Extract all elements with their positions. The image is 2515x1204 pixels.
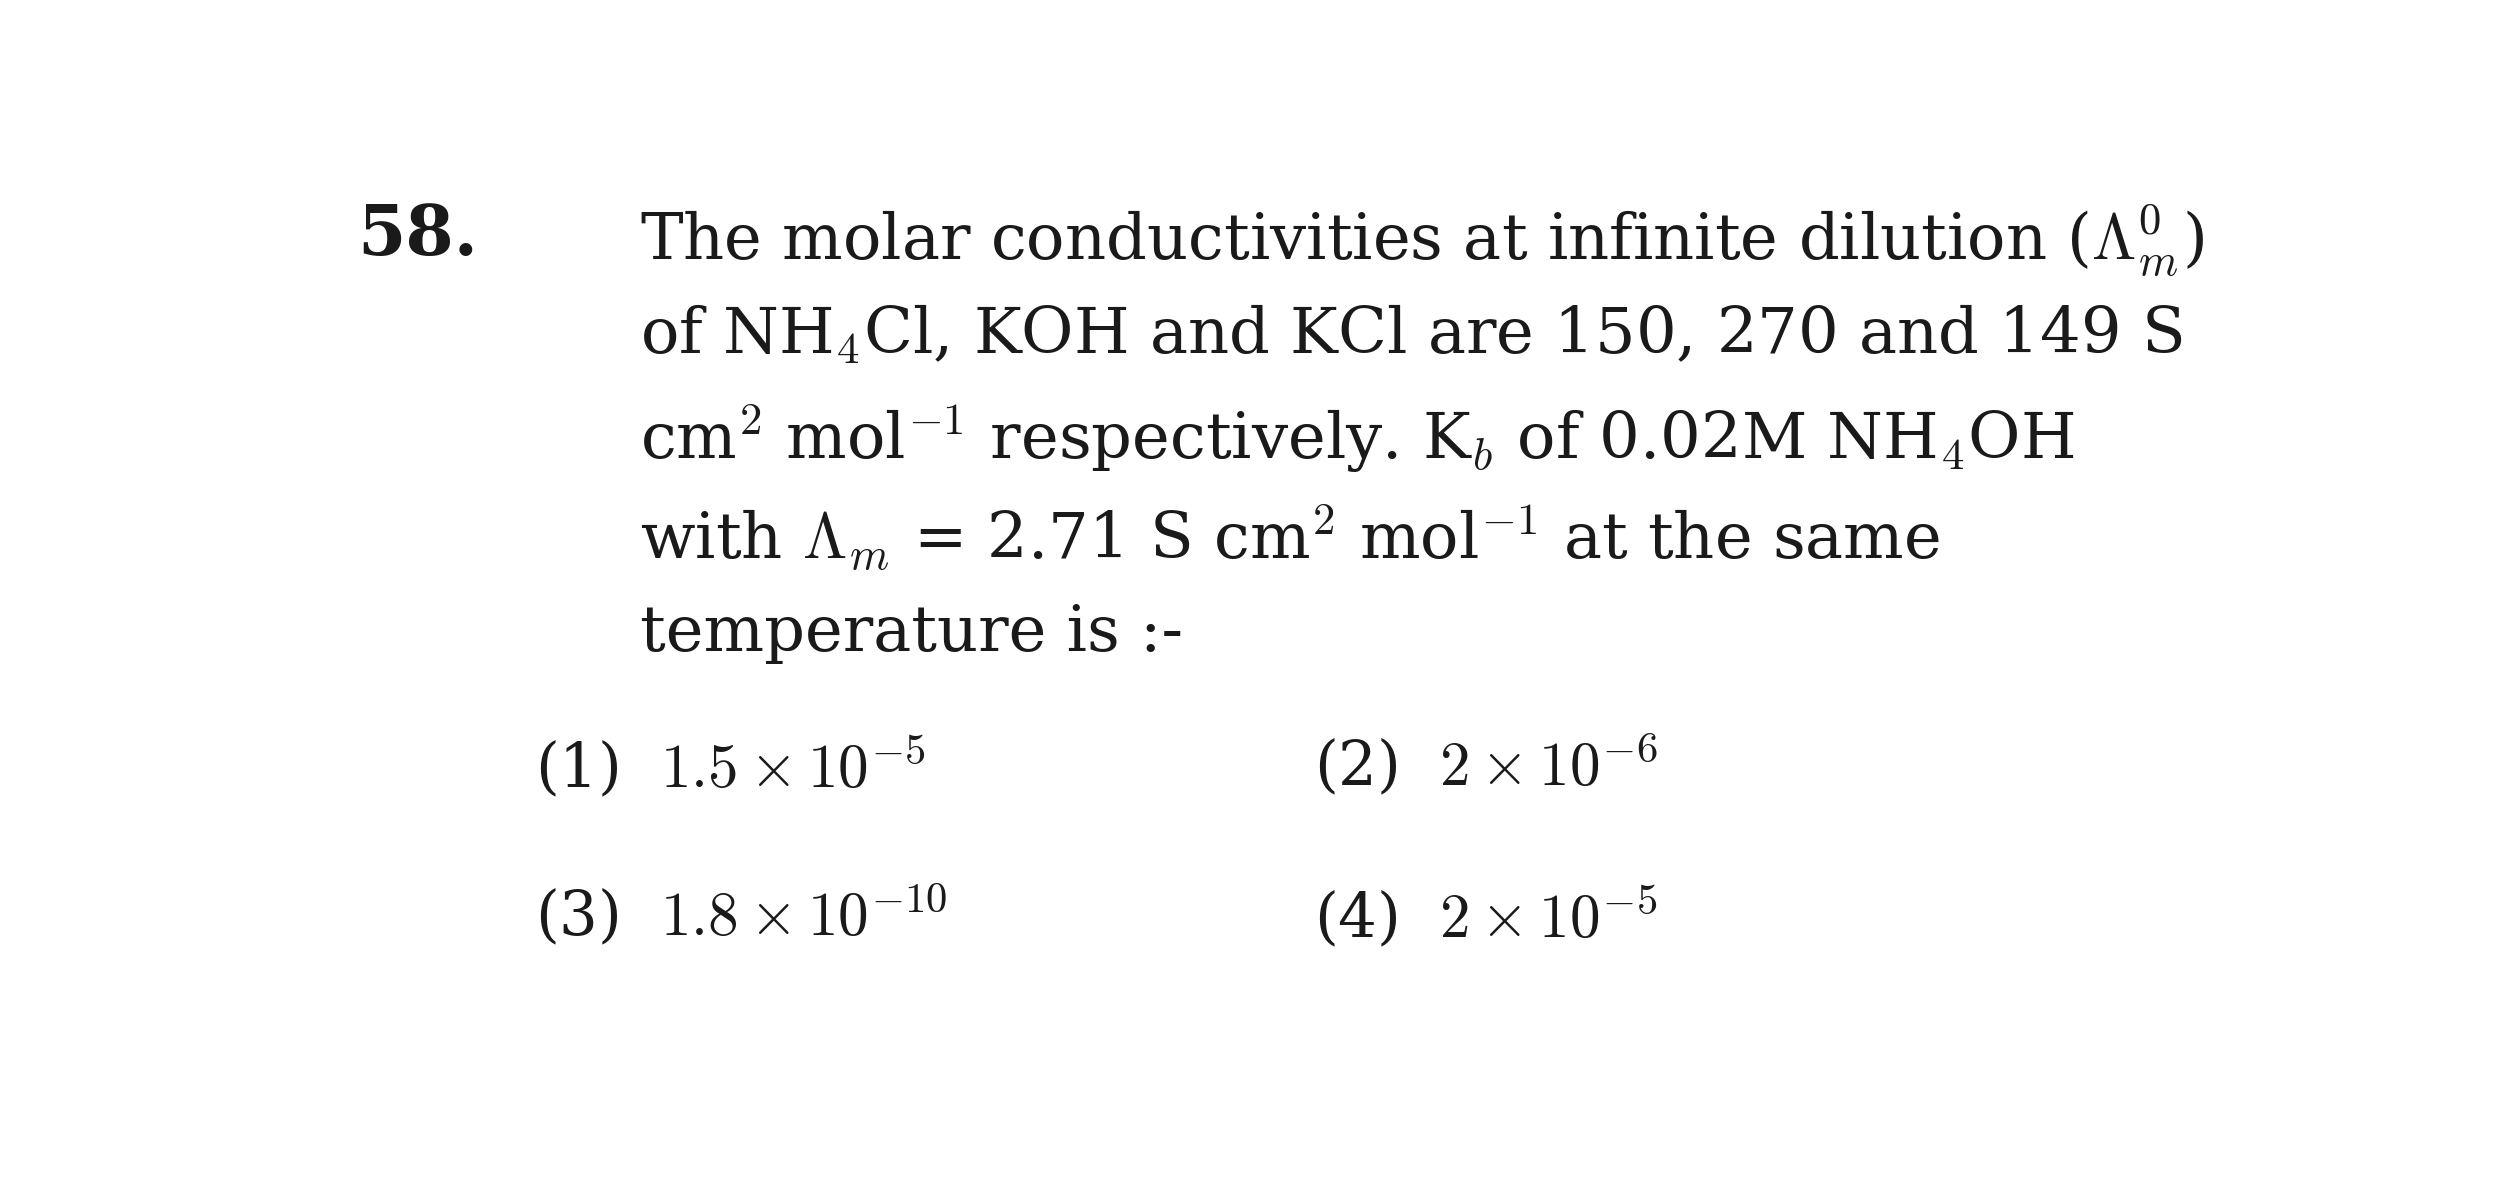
Text: (1)  $1.5 \times 10^{-5}$: (1) $1.5 \times 10^{-5}$ — [536, 733, 926, 801]
Text: temperature is :-: temperature is :- — [639, 603, 1182, 663]
Text: cm$^{2}$ mol$^{-1}$ respectively. K$_{b}$ of 0.02M NH$_{4}$OH: cm$^{2}$ mol$^{-1}$ respectively. K$_{b}… — [639, 402, 2075, 474]
Text: The molar conductivities at infinite dilution ($\Lambda^{0}_{m}$): The molar conductivities at infinite dil… — [639, 202, 2203, 279]
Text: (3)  $1.8 \times 10^{-10}$: (3) $1.8 \times 10^{-10}$ — [536, 884, 948, 950]
Text: of NH$_{4}$Cl, KOH and KCl are 150, 270 and 149 S: of NH$_{4}$Cl, KOH and KCl are 150, 270 … — [639, 302, 2183, 366]
Text: (2)  $2 \times 10^{-6}$: (2) $2 \times 10^{-6}$ — [1315, 733, 1657, 799]
Text: 58.: 58. — [357, 202, 478, 270]
Text: (4)  $2 \times 10^{-5}$: (4) $2 \times 10^{-5}$ — [1315, 884, 1657, 950]
Text: with $\Lambda_{m}$ = 2.71 S cm$^{2}$ mol$^{-1}$ at the same: with $\Lambda_{m}$ = 2.71 S cm$^{2}$ mol… — [639, 502, 1939, 573]
